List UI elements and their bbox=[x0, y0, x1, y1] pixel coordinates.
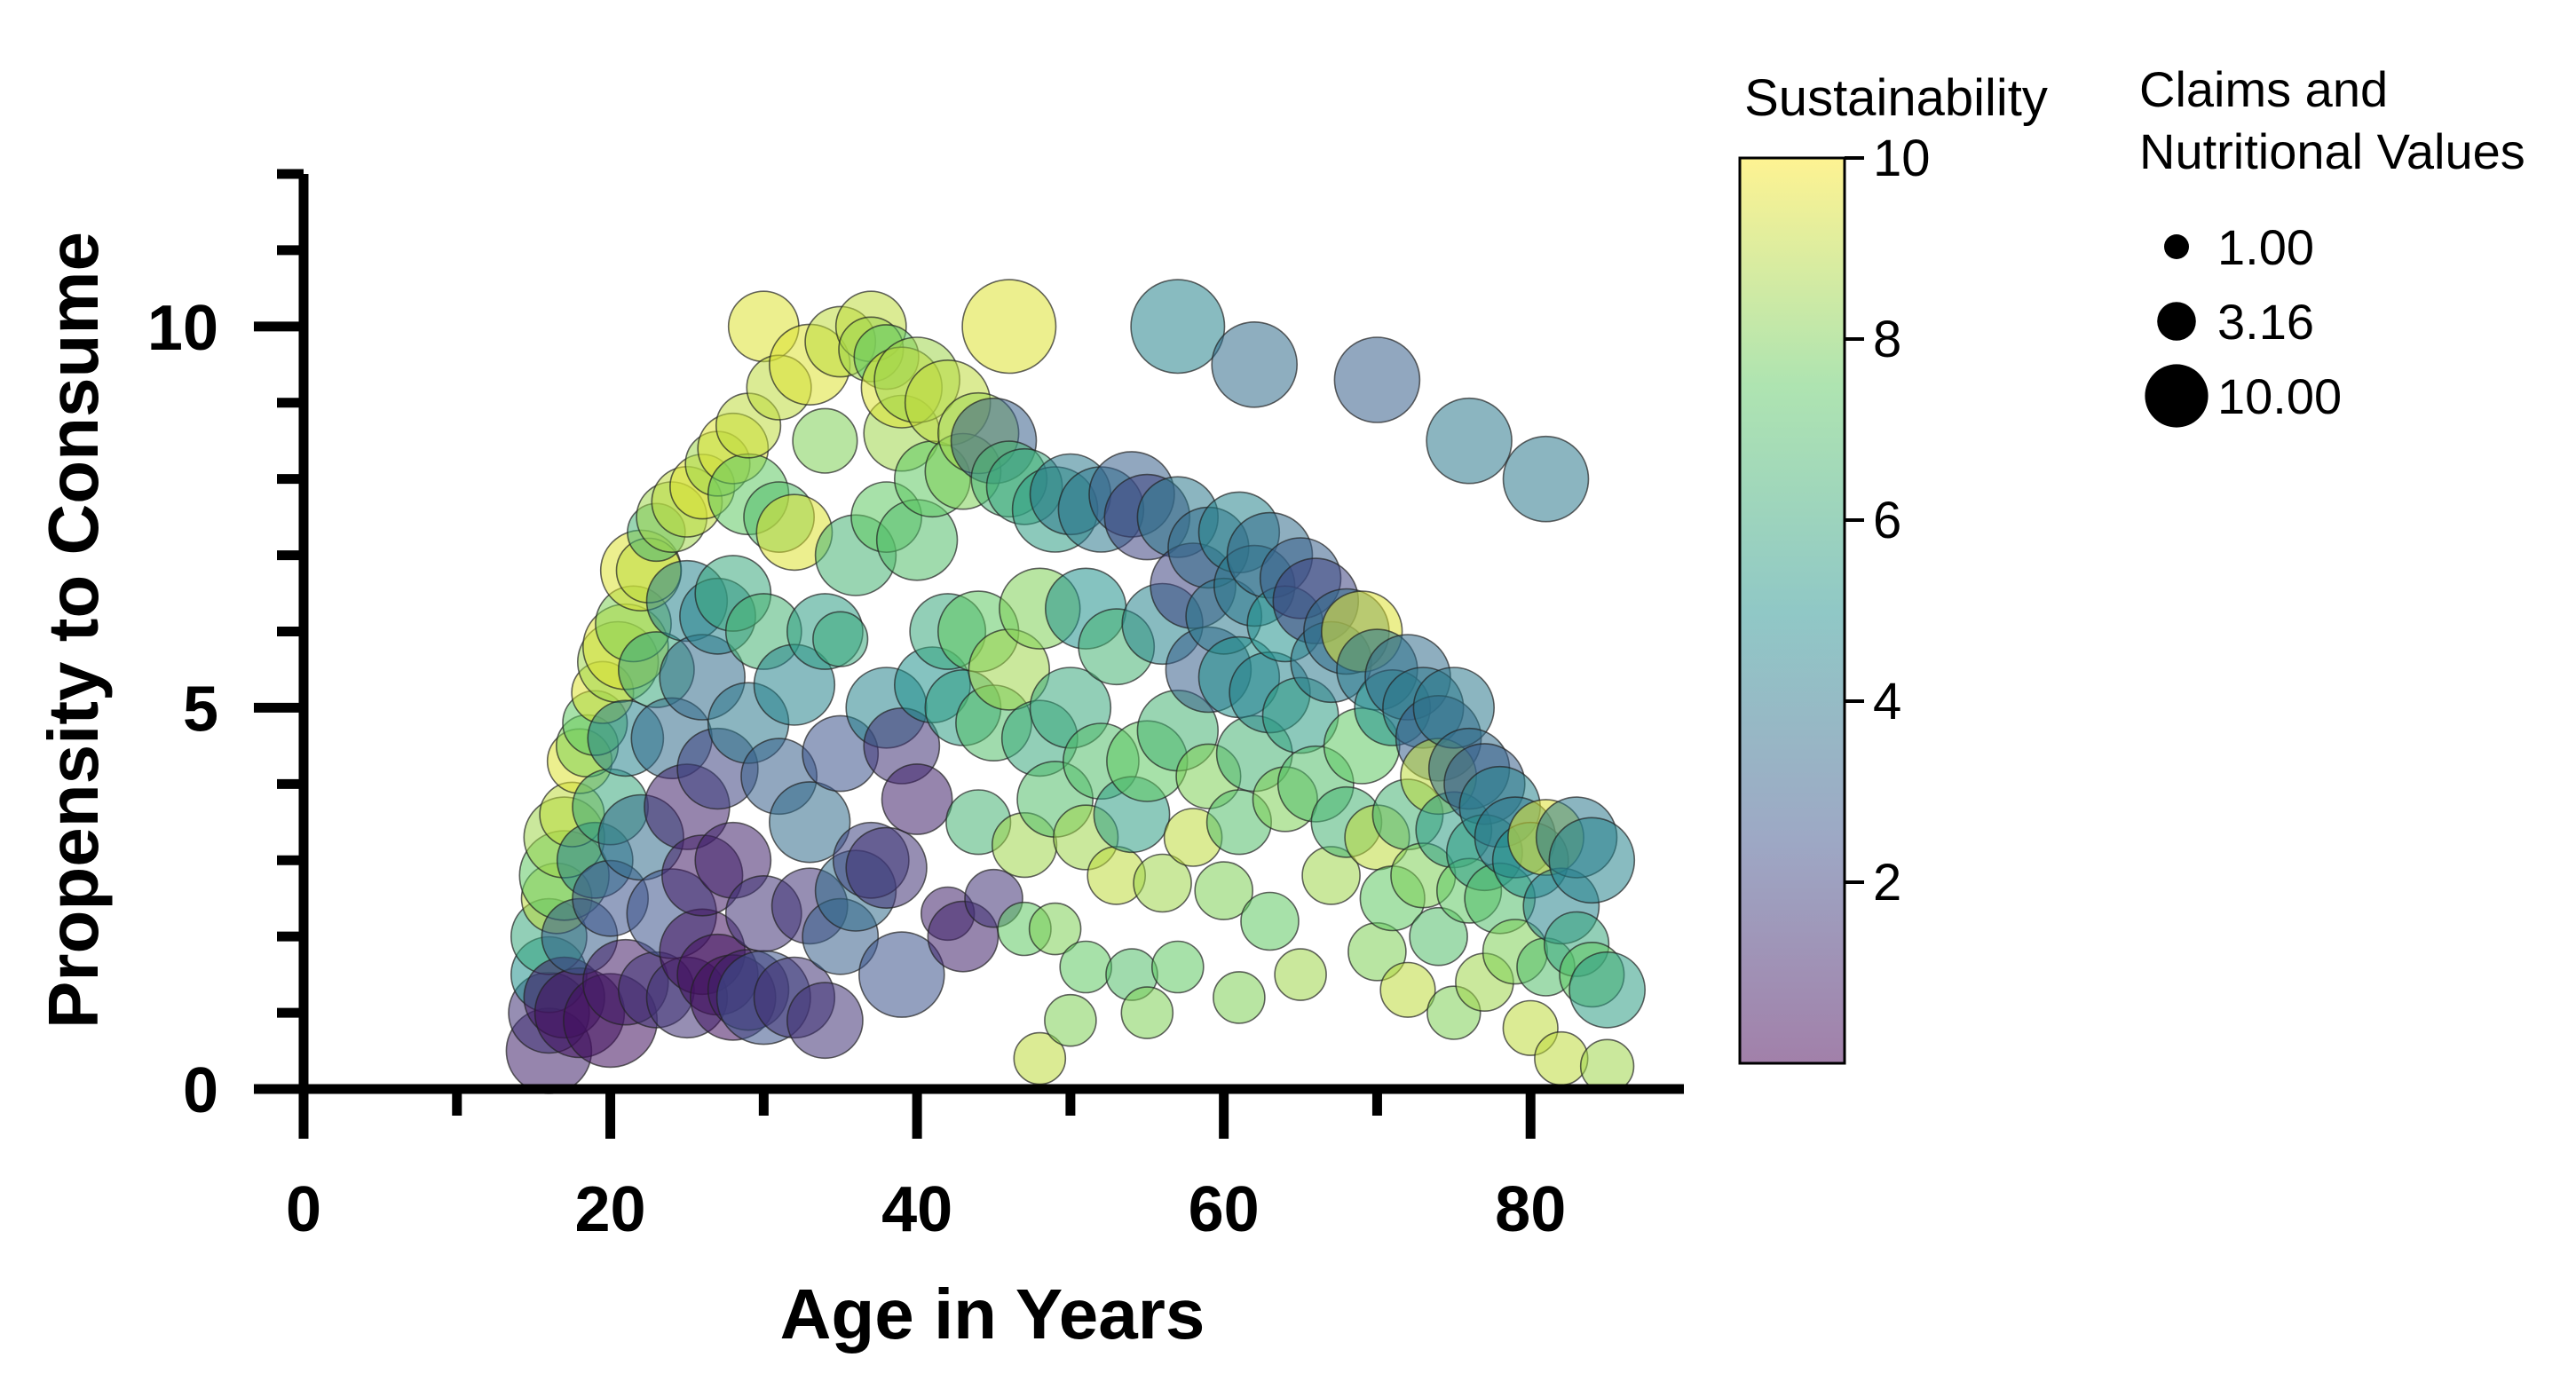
data-point bbox=[1120, 986, 1174, 1039]
data-point bbox=[1569, 951, 1646, 1029]
colorbar-tick-label: 10 bbox=[1873, 130, 1931, 187]
size-legend-marker bbox=[2157, 302, 2196, 341]
data-point bbox=[1534, 1030, 1589, 1086]
size-legend: Claims and Nutritional Values 1.00 3.16 10… bbox=[2139, 61, 2525, 428]
data-point bbox=[1240, 891, 1300, 951]
size-legend-label: 3.16 bbox=[2217, 294, 2314, 350]
data-point bbox=[881, 763, 953, 835]
data-point bbox=[1502, 435, 1590, 523]
data-point bbox=[1409, 906, 1468, 967]
colorbar-gradient bbox=[1738, 156, 1846, 1065]
size-legend-label: 1.00 bbox=[2217, 219, 2314, 275]
data-point bbox=[1379, 961, 1436, 1018]
data-point bbox=[1130, 279, 1226, 375]
x-tick-label: 0 bbox=[286, 1174, 321, 1245]
size-legend-entries: 1.00 3.16 10.00 bbox=[2145, 219, 2342, 428]
data-point bbox=[768, 781, 851, 864]
data-point bbox=[1028, 902, 1082, 956]
data-point bbox=[1151, 940, 1205, 994]
size-legend-title-line-2: Nutritional Values bbox=[2139, 123, 2525, 179]
data-point bbox=[792, 407, 858, 474]
x-tick-label: 40 bbox=[881, 1174, 952, 1245]
x-axis-ticks: 0 20 40 60 80 bbox=[286, 1089, 1566, 1245]
data-point bbox=[857, 931, 945, 1018]
colorbar: Sustainability 2 4 6 8 10 bbox=[1738, 69, 2048, 1065]
colorbar-ticks: 2 4 6 8 10 bbox=[1845, 130, 1931, 912]
data-point bbox=[1133, 853, 1192, 913]
x-axis-label: Age in Years bbox=[780, 1275, 1205, 1353]
size-legend-marker bbox=[2145, 364, 2209, 428]
data-point bbox=[1548, 817, 1636, 904]
data-point bbox=[1211, 320, 1298, 408]
data-point bbox=[1274, 948, 1327, 1001]
axes: 0 20 40 60 80 0 5 10 bbox=[147, 169, 1684, 1245]
data-point bbox=[845, 826, 928, 909]
data-point bbox=[1213, 971, 1266, 1024]
data-point bbox=[812, 611, 869, 667]
data-point bbox=[1333, 336, 1421, 423]
data-point bbox=[1194, 861, 1253, 920]
data-point bbox=[1059, 940, 1112, 994]
y-axis-ticks: 0 5 10 bbox=[147, 169, 304, 1126]
y-axis-label: Propensity to Consume bbox=[34, 232, 113, 1029]
data-point bbox=[1426, 397, 1513, 485]
y-tick-label: 5 bbox=[183, 674, 218, 745]
size-legend-marker bbox=[2164, 234, 2189, 259]
colorbar-tick-label: 2 bbox=[1873, 854, 1901, 912]
x-tick-label: 60 bbox=[1189, 1174, 1260, 1245]
data-point bbox=[786, 982, 864, 1060]
size-legend-label: 10.00 bbox=[2217, 368, 2342, 424]
data-point bbox=[961, 279, 1057, 375]
colorbar-tick-label: 8 bbox=[1873, 311, 1901, 368]
y-tick-label: 0 bbox=[183, 1055, 218, 1126]
size-legend-title-line-1: Claims and bbox=[2139, 61, 2388, 117]
data-points bbox=[505, 279, 1646, 1094]
data-point bbox=[1044, 993, 1097, 1047]
x-tick-label: 80 bbox=[1495, 1174, 1566, 1245]
x-tick-label: 20 bbox=[575, 1174, 646, 1245]
y-tick-label: 10 bbox=[147, 293, 218, 364]
colorbar-tick-label: 6 bbox=[1873, 492, 1901, 549]
colorbar-title: Sustainability bbox=[1744, 69, 2048, 127]
colorbar-tick-label: 4 bbox=[1873, 673, 1901, 730]
